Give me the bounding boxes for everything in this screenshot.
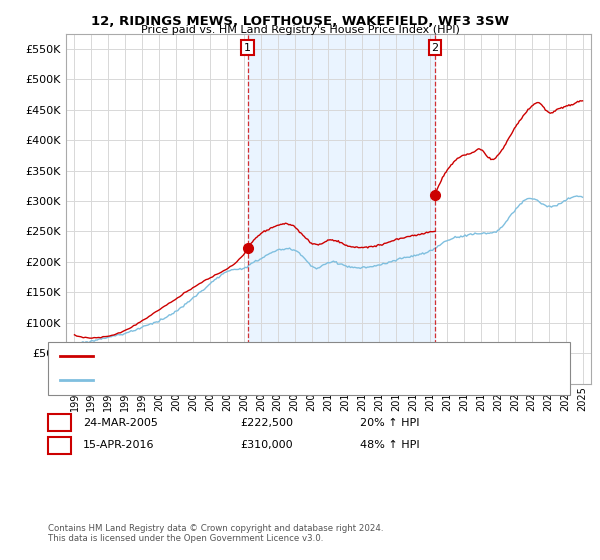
- Text: 1: 1: [56, 416, 63, 430]
- Text: Contains HM Land Registry data © Crown copyright and database right 2024.
This d: Contains HM Land Registry data © Crown c…: [48, 524, 383, 543]
- Text: 1: 1: [244, 43, 251, 53]
- Text: 20% ↑ HPI: 20% ↑ HPI: [360, 418, 419, 428]
- Text: HPI: Average price, detached house, Wakefield: HPI: Average price, detached house, Wake…: [100, 375, 328, 385]
- Text: 15-APR-2016: 15-APR-2016: [83, 440, 154, 450]
- Text: Price paid vs. HM Land Registry's House Price Index (HPI): Price paid vs. HM Land Registry's House …: [140, 25, 460, 35]
- Text: 48% ↑ HPI: 48% ↑ HPI: [360, 440, 419, 450]
- Text: 2: 2: [56, 438, 63, 452]
- Text: 24-MAR-2005: 24-MAR-2005: [83, 418, 158, 428]
- Text: £310,000: £310,000: [240, 440, 293, 450]
- Text: 2: 2: [431, 43, 439, 53]
- Text: 12, RIDINGS MEWS, LOFTHOUSE, WAKEFIELD, WF3 3SW (detached house): 12, RIDINGS MEWS, LOFTHOUSE, WAKEFIELD, …: [100, 352, 463, 362]
- Text: 12, RIDINGS MEWS, LOFTHOUSE, WAKEFIELD, WF3 3SW: 12, RIDINGS MEWS, LOFTHOUSE, WAKEFIELD, …: [91, 15, 509, 27]
- Bar: [248, 34, 435, 384]
- Text: £222,500: £222,500: [240, 418, 293, 428]
